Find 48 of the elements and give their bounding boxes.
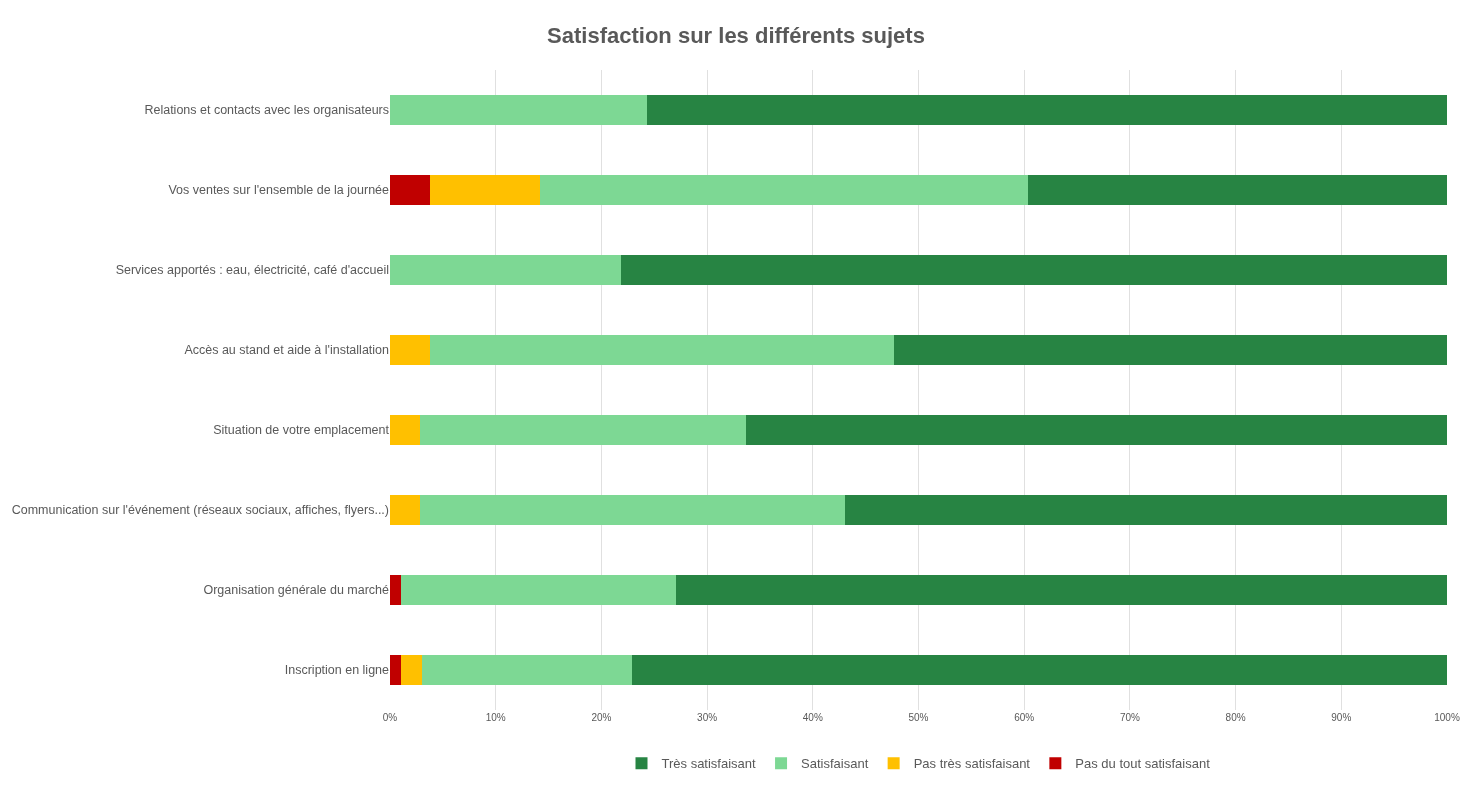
bar (1028, 174, 1447, 206)
x-tick-label: 60% (1014, 712, 1035, 723)
x-tick-label: 20% (591, 712, 612, 723)
y-tick-label: Inscription en ligne (284, 663, 390, 678)
bar (894, 334, 1447, 366)
bar (676, 574, 1447, 606)
x-tick-label: 70% (1119, 712, 1141, 723)
x-tick-label: 0% (382, 712, 398, 723)
bar (421, 654, 633, 686)
y-tick-label: Communication sur l'événement (réseaux sociaux, affiches, flyers...) (11, 503, 389, 518)
chart-title: Satisfaction sur les différents sujets (547, 23, 925, 49)
legend-label: Très satisfaisant (661, 756, 757, 772)
bar (646, 94, 1447, 126)
bar (430, 174, 541, 206)
bar (419, 494, 845, 526)
bar (540, 174, 1029, 206)
x-tick-label: 30% (697, 712, 718, 723)
bar (400, 654, 422, 686)
y-tick-label: Accès au stand et aide à l'installation (184, 343, 390, 358)
bar (390, 94, 647, 126)
bar (844, 494, 1447, 526)
y-tick-label: Services apportés : eau, électricité, café d'accueil (115, 263, 389, 278)
legend-label: Pas du tout satisfaisant (1075, 756, 1211, 772)
x-tick-label: 80% (1225, 712, 1246, 723)
y-tick-label: Relations et contacts avec les organisateurs (144, 103, 389, 118)
y-tick-label: Vos ventes sur l'ensemble de la journée (168, 183, 390, 198)
bar (400, 574, 677, 606)
x-tick-label: 40% (802, 712, 823, 723)
legend-label: Satisfaisant (801, 756, 869, 772)
bar (390, 254, 622, 286)
x-tick-label: 10% (485, 712, 506, 723)
bar (746, 414, 1447, 446)
bar (430, 334, 895, 366)
bar (390, 574, 401, 606)
bar (419, 414, 747, 446)
y-tick-label: Organisation générale du marché (203, 583, 390, 598)
y-tick-label: Situation de votre emplacement (213, 423, 390, 438)
bar (632, 654, 1447, 686)
bar (621, 254, 1447, 286)
bar (390, 174, 431, 206)
bar (390, 494, 420, 526)
bar (390, 334, 431, 366)
bar (390, 414, 420, 446)
x-tick-label: 50% (908, 712, 929, 723)
legend-label: Pas très satisfaisant (913, 756, 1031, 772)
bar (390, 654, 401, 686)
x-tick-label: 90% (1331, 712, 1352, 723)
x-tick-label: 100% (1434, 712, 1460, 723)
